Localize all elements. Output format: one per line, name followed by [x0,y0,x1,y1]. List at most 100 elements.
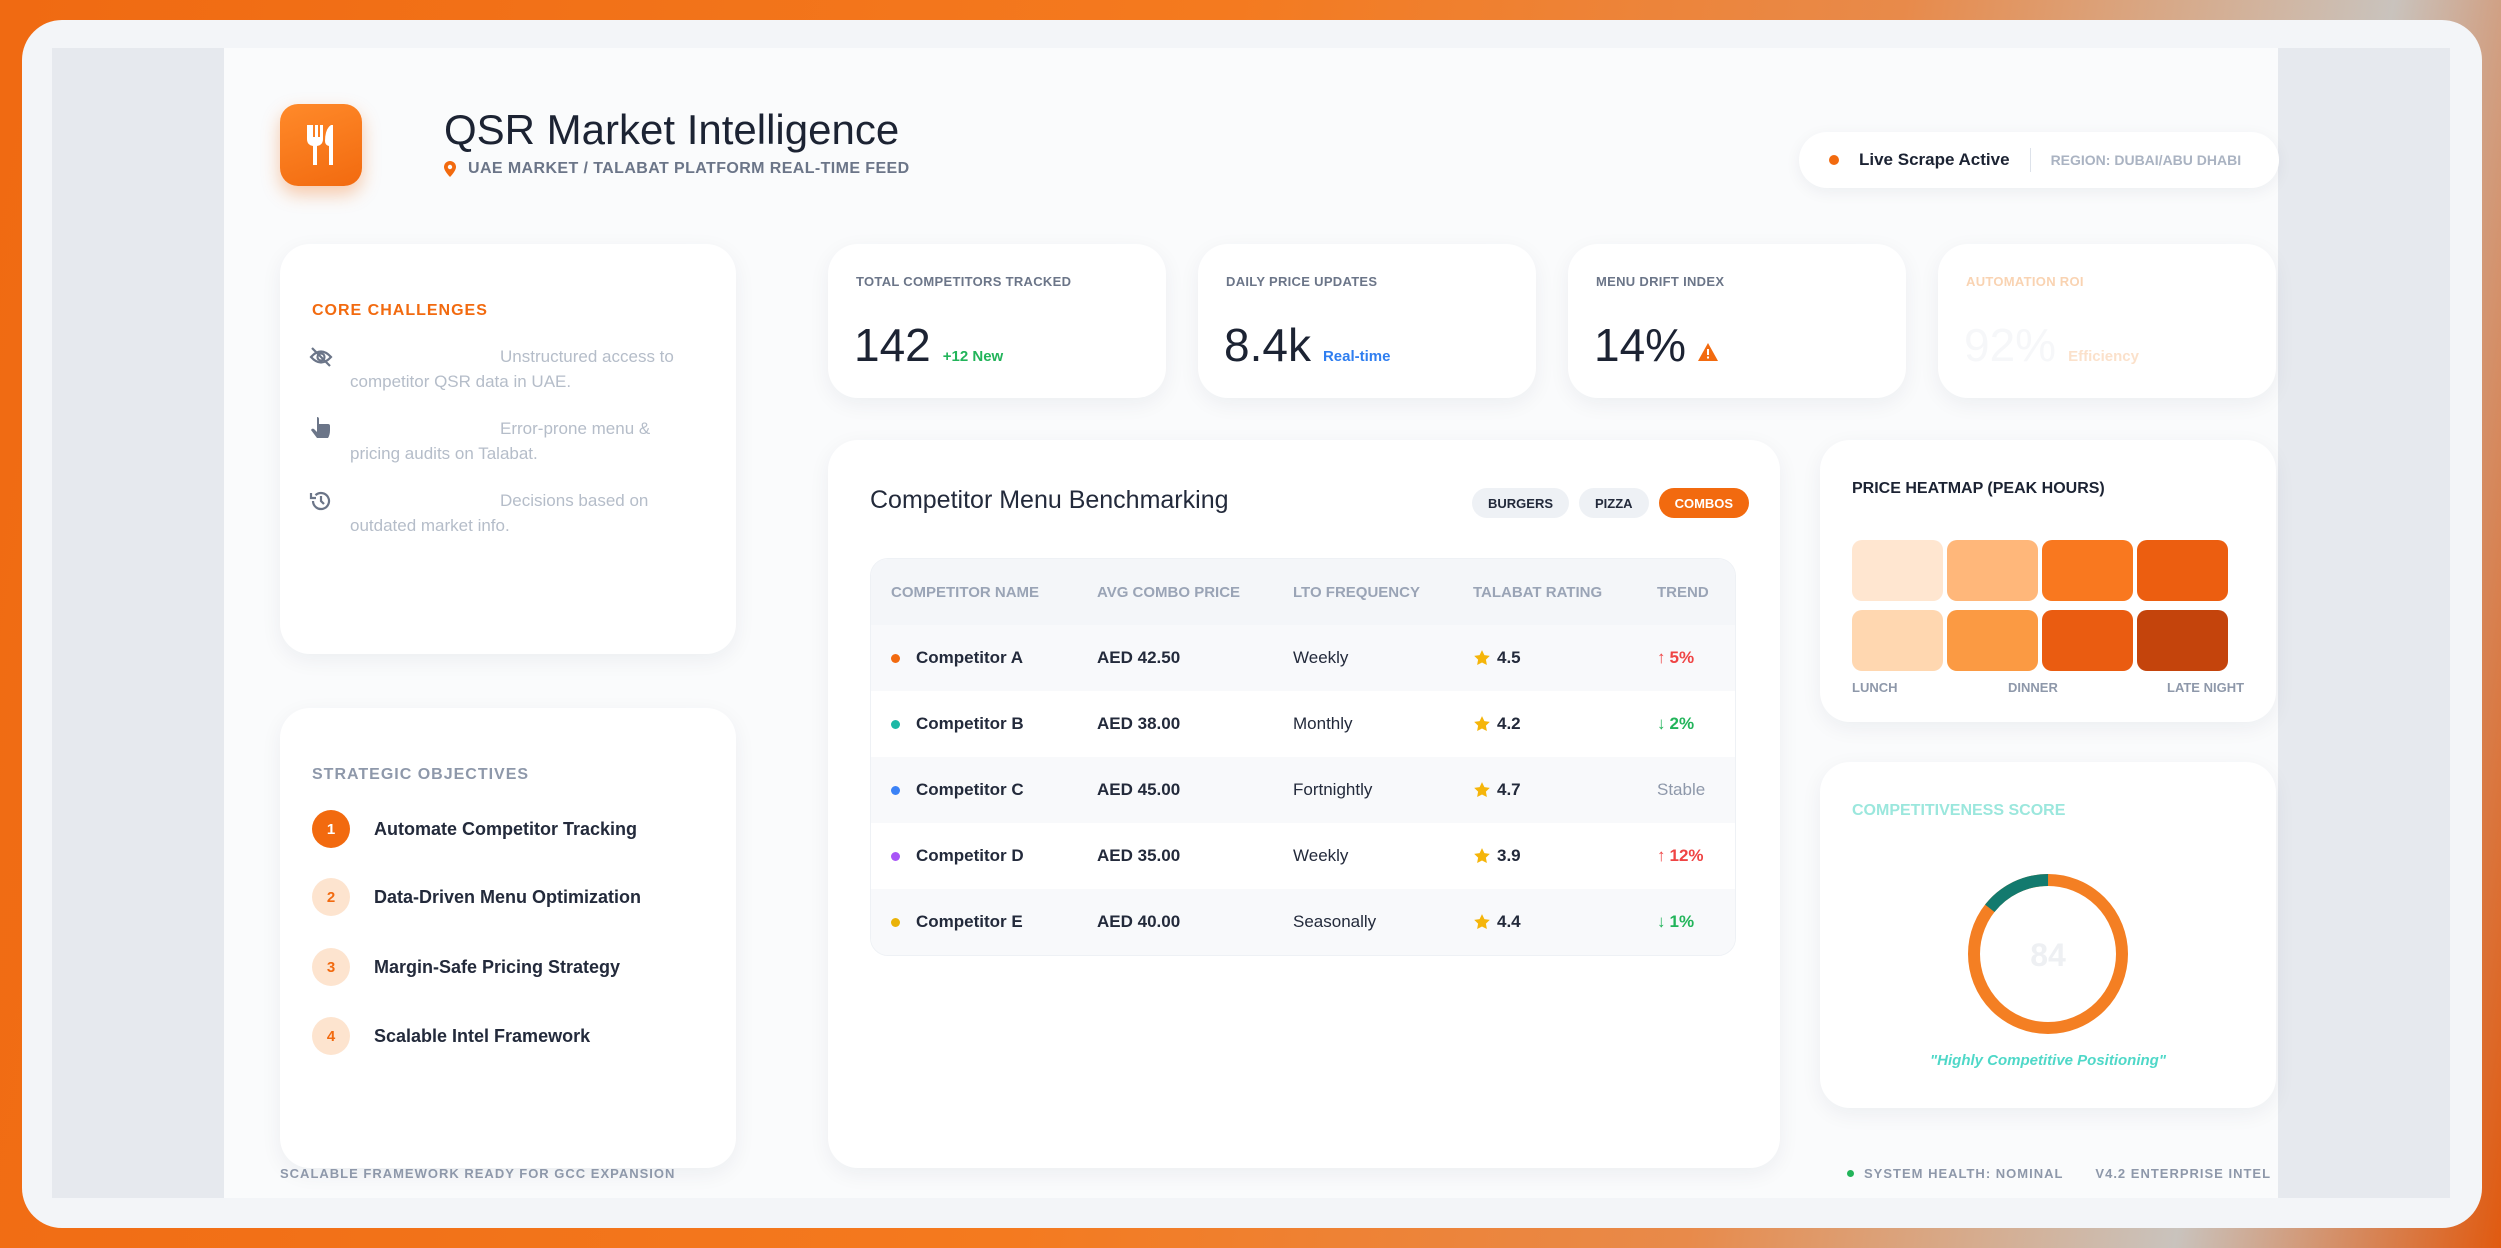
objective-item[interactable]: 3 Margin-Safe Pricing Strategy [312,948,620,986]
table-row[interactable]: Competitor D AED 35.00 Weekly 3.9 ↑ 12% [871,823,1735,889]
challenge-item: Unstructured access to competitor QSR da… [308,344,674,394]
challenge-line1: Unstructured access to [500,347,674,366]
column-header[interactable]: TALABAT RATING [1473,583,1603,601]
challenge-line1: Decisions based on [500,491,649,510]
divider [2029,148,2031,172]
star-icon [1474,782,1490,798]
rating-cell: 4.7 [1473,780,1657,800]
kpi-value: 92% [1964,319,2057,371]
filter-chip-pizza[interactable]: PIZZA [1579,488,1649,518]
lto-cell: Fortnightly [1293,780,1373,799]
competitor-cell: Competitor B [891,714,1097,734]
trend-value: 12% [1669,846,1704,865]
benchmark-title: Competitor Menu Benchmarking [870,486,1229,514]
heatmap-cell[interactable] [2137,610,2228,671]
heatmap-cell[interactable] [1852,610,1943,671]
filter-chips: BURGERS PIZZA COMBOS [1472,488,1750,518]
heatmap-cell[interactable] [2137,540,2228,601]
system-health: SYSTEM HEALTH: NOMINAL [1864,1166,2064,1181]
score-caption: "Highly Competitive Positioning" [1930,1052,2166,1069]
objective-label: Margin-Safe Pricing Strategy [374,956,621,977]
score-title: COMPETITIVENESS SCORE [1852,802,2066,819]
rating-value: 4.2 [1497,714,1521,733]
rating-value: 4.7 [1497,780,1521,799]
score-ring-accent [1968,873,2128,1034]
table-row[interactable]: Competitor C AED 45.00 Fortnightly 4.7 Stabl… [871,757,1735,823]
benchmark-card: Competitor Menu Benchmarking BURGERS PIZ… [828,440,1780,1168]
heatmap-cell[interactable] [1947,610,2038,671]
column-header[interactable]: TREND [1657,583,1709,601]
competitor-cell: Competitor E [891,912,1097,932]
challenge-line1: Error-prone menu & [500,419,651,438]
lto-cell: Weekly [1293,846,1349,865]
heatmap-cell[interactable] [2042,610,2133,671]
objective-label: Scalable Intel Framework [374,1025,591,1046]
star-icon [1474,914,1490,930]
strategic-objectives-card: STRATEGIC OBJECTIVES 1 Automate Competit… [280,708,736,1168]
avg-price-cell: AED 45.00 [1097,780,1181,799]
rating-cell: 4.2 [1473,714,1657,734]
heatmap-cell[interactable] [1947,540,2038,601]
column-header[interactable]: COMPETITOR NAME [891,583,1040,601]
heatmap-title: PRICE HEATMAP (PEAK HOURS) [1852,480,2105,497]
kpi-label: TOTAL COMPETITORS TRACKED [856,274,1072,289]
live-status-pill[interactable]: Live Scrape Active REGION: DUBAI/ABU DHA… [1799,132,2279,188]
arrow-up-icon: ↑ [1657,846,1666,865]
rating-value: 4.5 [1497,648,1521,667]
arrow-up-icon: ↑ [1657,648,1666,667]
rating-cell: 4.5 [1473,648,1657,668]
trend-value: 1% [1669,912,1695,931]
trend-value: 2% [1669,714,1695,733]
objective-item[interactable]: 4 Scalable Intel Framework [312,1017,590,1055]
kpi-card-automation-roi: AUTOMATION ROI 92% Efficiency [1938,244,2276,398]
rating-cell: 4.4 [1473,912,1657,932]
competitor-dot [891,785,900,795]
competitor-name: Competitor A [916,648,1024,667]
challenge-item: Decisions based on outdated market info. [308,488,648,538]
trend-cell: Stable [1657,780,1735,800]
heatmap-cell[interactable] [1852,540,1943,601]
heatmap-cell[interactable] [2042,540,2133,601]
kpi-note: +12 New [942,348,1004,365]
heatmap-card: PRICE HEATMAP (PEAK HOURS) LUNCH DINNER … [1820,440,2276,722]
objective-item[interactable]: 1 Automate Competitor Tracking [312,810,637,848]
lto-cell: Weekly [1293,648,1349,667]
footer-note: SCALABLE FRAMEWORK READY FOR GCC EXPANSI… [280,1166,676,1181]
heatmap-label-lunch: LUNCH [1852,680,1898,695]
competitor-dot [891,851,900,861]
subtitle-text: UAE MARKET / TALABAT PLATFORM REAL-TIME … [468,160,910,177]
rating-cell: 3.9 [1473,846,1657,866]
table-row[interactable]: Competitor B AED 38.00 Monthly 4.2 ↓ 2% [871,691,1735,757]
competitor-name: Competitor B [916,714,1024,733]
star-icon [1474,650,1490,666]
lto-cell: Seasonally [1293,912,1377,931]
column-header[interactable]: AVG COMBO PRICE [1097,583,1241,601]
heatmap-label-late-night: LATE NIGHT [2167,680,2245,695]
table-row[interactable]: Competitor E AED 40.00 Seasonally 4.4 ↓ 1% [871,889,1735,955]
live-dot [1829,155,1839,165]
footer-status: SYSTEM HEALTH: NOMINAL V4.2 ENTERPRISE I… [1847,1166,2271,1181]
column-header[interactable]: LTO FREQUENCY [1293,583,1420,601]
objective-number: 4 [312,1017,350,1055]
kpi-value: 142 [854,319,931,371]
star-icon [1474,716,1490,732]
objective-item[interactable]: 2 Data-Driven Menu Optimization [312,878,641,916]
table-row[interactable]: Competitor A AED 42.50 Weekly 4.5 ↑ 5% [871,625,1735,691]
objective-number: 2 [312,878,350,916]
trend-cell: ↓ 2% [1657,714,1735,734]
page-title: QSR Market Intelligence [444,106,900,153]
challenge-line2: pricing audits on Talabat. [350,444,538,463]
competitor-name: Competitor D [916,846,1024,865]
history-icon [309,491,331,511]
competitor-dot [891,653,900,663]
trend-cell: ↓ 1% [1657,912,1735,932]
objective-number: 3 [312,948,350,986]
rating-value: 4.4 [1497,912,1521,931]
objective-number: 1 [312,810,350,848]
competitor-name: Competitor C [916,780,1024,799]
filter-chip-burgers[interactable]: BURGERS [1472,488,1570,518]
challenge-item: Error-prone menu & pricing audits on Tal… [308,416,650,466]
filter-chip-combos[interactable]: COMBOS [1658,488,1750,518]
core-challenges-heading: CORE CHALLENGES [312,302,488,319]
heatmap-label-dinner: DINNER [2008,680,2058,695]
